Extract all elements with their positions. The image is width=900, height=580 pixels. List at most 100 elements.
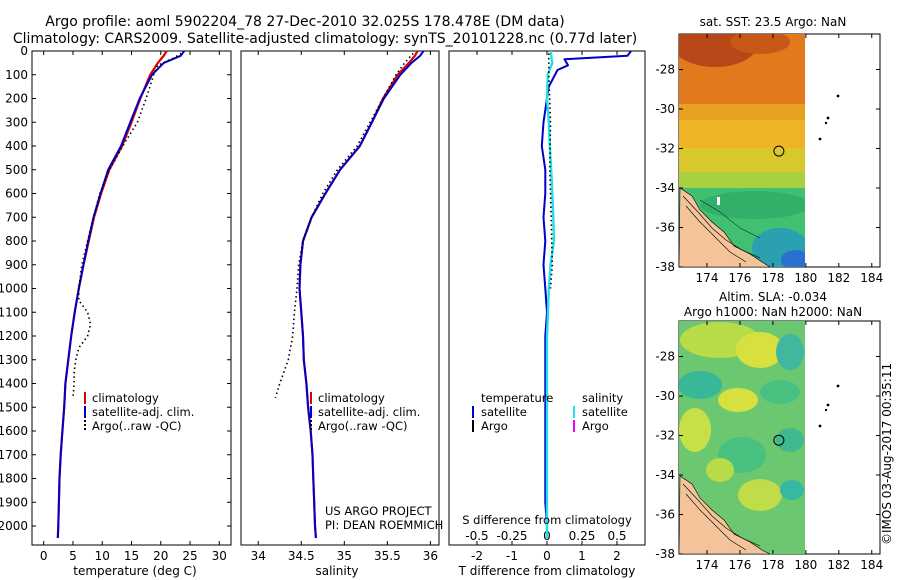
temperature-x-ticks: 0 5 10 15 20 25 30: [40, 51, 227, 563]
s-tick-label: 0.25: [569, 529, 596, 543]
temperature-plot-frame: [31, 50, 232, 546]
sla-map-title-2: Argo h1000: NaN h2000: NaN: [684, 305, 862, 319]
map-x-tick-label: 182: [827, 558, 850, 572]
map-y-tick-label: -28: [655, 63, 675, 77]
sst-map-islands: [818, 94, 840, 141]
difference-series: [540, 50, 632, 538]
salinity-x-label: salinity: [315, 564, 358, 578]
map-y-tick-label: -30: [655, 389, 675, 403]
depth-tick-label: 600: [5, 187, 28, 201]
legend-satellite-clim: satellite-adj. clim.: [318, 405, 420, 419]
depth-tick-label: 900: [5, 258, 28, 272]
depth-tick-label: 200: [5, 92, 28, 106]
difference-legend: temperature salinity satellite Argo sate…: [472, 391, 628, 433]
x-tick-label: 34.5: [288, 549, 315, 563]
map-x-tick-label: 180: [794, 271, 817, 285]
map-y-tick-label: -38: [655, 547, 675, 561]
depth-tick-label: 700: [5, 210, 28, 224]
series-satellite-adj-clim-: [56, 50, 186, 538]
legend-salinity-header: salinity: [582, 391, 623, 405]
salinity-plot-frame: [240, 50, 440, 546]
sla-argo-position-marker: [773, 434, 785, 446]
depth-tick-label: 1100: [0, 305, 28, 319]
salinity-x-ticks: 34 34.5 35 35.5 36: [251, 51, 438, 563]
depth-tick-label: 1300: [0, 353, 28, 367]
map-x-tick-label: 178: [761, 271, 784, 285]
legend-climatology: climatology: [318, 391, 385, 405]
x-tick-label: 34: [251, 549, 266, 563]
legend-argo: Argo(..raw -QC): [92, 419, 182, 433]
depth-tick-label: 500: [5, 163, 28, 177]
sst-map-ticks: 174 176 178 180 182 184 -28 -30 -32 -34 -36 -38: [655, 34, 883, 285]
depth-tick-label: 1800: [0, 472, 28, 486]
sst-map-panel: sat. SST: 23.5 Argo: NaN: [655, 15, 883, 285]
legend-s-argo: Argo: [582, 419, 609, 433]
depth-tick-label: 1900: [0, 495, 28, 509]
map-y-tick-label: -36: [655, 508, 675, 522]
map-y-tick-label: -32: [655, 429, 675, 443]
x-tick-label: 30: [212, 549, 227, 563]
legend-s-satellite: satellite: [582, 405, 628, 419]
map-x-tick-label: 180: [794, 558, 817, 572]
map-y-tick-label: -30: [655, 102, 675, 116]
depth-tick-label: 1700: [0, 448, 28, 462]
depth-tick-label: 1000: [0, 282, 28, 296]
map-y-tick-label: -36: [655, 221, 675, 235]
x-tick-label: 25: [182, 549, 197, 563]
depth-tick-label: 800: [5, 234, 28, 248]
temperature-panel: 0100200300400500600700800900100011001200…: [0, 44, 645, 578]
salinity-panel: 34 34.5 35 35.5 36 salinity climatology sate…: [240, 50, 443, 578]
map-x-tick-label: 176: [729, 558, 752, 572]
series-t-satellite: [540, 50, 632, 538]
map-x-tick-label: 174: [696, 558, 719, 572]
map-y-tick-label: -38: [655, 260, 675, 274]
depth-tick-label: 300: [5, 115, 28, 129]
x-tick-label: 0: [40, 549, 48, 563]
sla-map-title-1: Altim. SLA: -0.034: [719, 290, 827, 304]
sla-heatmap: [679, 321, 805, 554]
map-x-tick-label: 174: [696, 271, 719, 285]
sla-map-ticks: 174 176 178 180 182 184 -28 -30 -32 -34 -36 -38: [655, 321, 883, 572]
depth-tick-label: 1200: [0, 329, 28, 343]
sla-map-panel: Altim. SLA: -0.034 Argo h1000: NaN h2000…: [655, 290, 883, 572]
s-tick-label: -0.25: [496, 529, 527, 543]
title-line-2: Climatology: CARS2009. Satellite-adjuste…: [13, 31, 637, 47]
map-y-tick-label: -34: [655, 468, 675, 482]
x-tick-label: 15: [124, 549, 139, 563]
legend-satellite-clim: satellite-adj. clim.: [92, 405, 194, 419]
series-s-satellite: [545, 50, 556, 538]
map-y-tick-label: -28: [655, 350, 675, 364]
x-tick-label: 20: [153, 549, 168, 563]
x-tick-label: 35: [337, 549, 352, 563]
legend-t-satellite: satellite: [481, 405, 527, 419]
x-tick-label: 10: [95, 549, 110, 563]
depth-tick-label: 1500: [0, 400, 28, 414]
title-line-1: Argo profile: aoml 5902204_78 27-Dec-201…: [45, 14, 564, 30]
depth-tick-label: 0: [20, 44, 28, 58]
x-tick-label: 36: [423, 549, 438, 563]
sla-map-islands: [818, 384, 840, 428]
depth-tick-label: 1600: [0, 424, 28, 438]
x-tick-label: -1: [506, 549, 518, 563]
sst-argo-position-marker: [773, 145, 785, 157]
depth-tick-label: 100: [5, 68, 28, 82]
legend-temperature-header: temperature: [481, 391, 553, 405]
x-tick-label: -2: [471, 549, 483, 563]
s-tick-label: 0.5: [607, 529, 626, 543]
map-y-tick-label: -34: [655, 181, 675, 195]
map-x-tick-label: 176: [729, 271, 752, 285]
credit-pi: PI: DEAN ROEMMICH: [325, 518, 443, 532]
temperature-x-label: temperature (deg C): [73, 564, 196, 578]
legend-climatology: climatology: [92, 391, 159, 405]
map-y-tick-label: -32: [655, 142, 675, 156]
x-tick-label: 2: [613, 549, 621, 563]
t-difference-label: T difference from climatology: [458, 564, 636, 578]
x-tick-label: 35.5: [374, 549, 401, 563]
temperature-legend: climatology satellite-adj. clim. Argo(..…: [84, 391, 194, 433]
legend-t-argo: Argo: [481, 419, 508, 433]
depth-tick-label: 1400: [0, 377, 28, 391]
sst-map-title: sat. SST: 23.5 Argo: NaN: [700, 15, 847, 29]
s-difference-label: S difference from climatology: [462, 513, 632, 527]
x-tick-label: 1: [578, 549, 586, 563]
